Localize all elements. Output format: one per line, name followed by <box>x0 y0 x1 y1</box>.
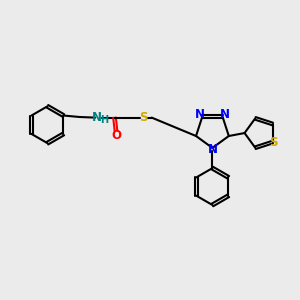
Text: S: S <box>269 136 278 149</box>
Text: N: N <box>195 108 205 121</box>
Text: O: O <box>111 129 121 142</box>
Text: S: S <box>139 111 148 124</box>
Text: N: N <box>92 111 102 124</box>
Text: N: N <box>220 108 230 121</box>
Text: N: N <box>207 143 218 156</box>
Text: H: H <box>100 115 108 125</box>
